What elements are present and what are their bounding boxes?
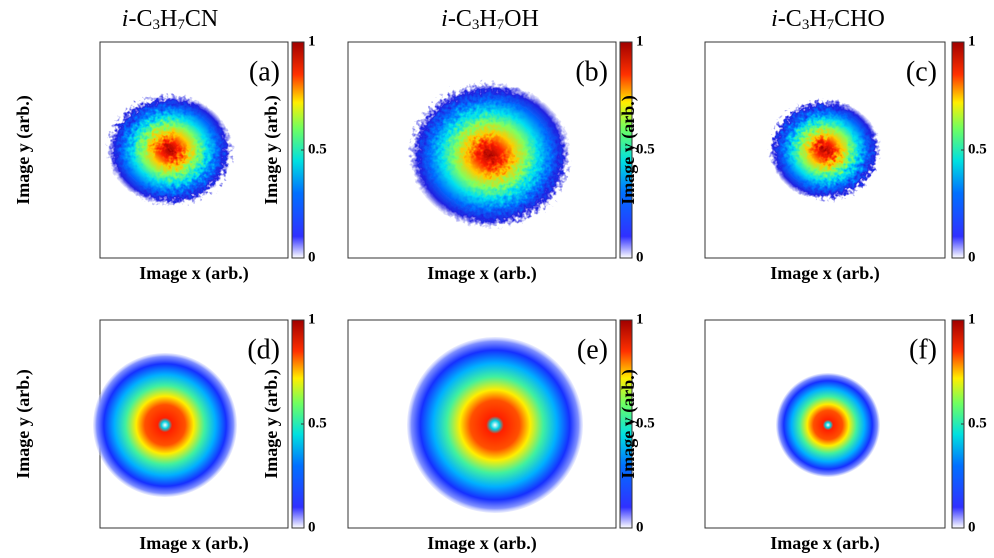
image-rings bbox=[776, 373, 880, 477]
x-axis-label: Image x (arb.) bbox=[139, 263, 248, 284]
colorbar-tick-label: 1 bbox=[308, 311, 316, 327]
axes-frame bbox=[704, 41, 946, 259]
image-blob bbox=[770, 100, 880, 200]
colorbar-tick-label: 0 bbox=[308, 519, 316, 535]
x-axis-label: Image x (arb.) bbox=[427, 263, 536, 284]
colorbar-tick-label: 0 bbox=[636, 519, 644, 535]
colorbar-tick-label: 0 bbox=[968, 249, 976, 265]
panel-label: (a) bbox=[249, 56, 280, 87]
panel-label: (b) bbox=[575, 56, 608, 87]
column-title: i-C3H7CN bbox=[122, 6, 218, 34]
colorbar-tick-label: 1 bbox=[968, 33, 976, 49]
image-rings bbox=[407, 337, 583, 513]
colorbar-tick-label: 0 bbox=[636, 249, 644, 265]
y-axis-label: Image y (arb.) bbox=[618, 369, 639, 478]
x-axis-label: Image x (arb.) bbox=[770, 533, 879, 554]
x-axis-label: Image x (arb.) bbox=[139, 533, 248, 554]
y-axis-label: Image y (arb.) bbox=[13, 95, 34, 204]
x-axis-label: Image x (arb.) bbox=[770, 263, 879, 284]
colorbar-tick-label: 0.5 bbox=[308, 415, 327, 431]
image-blob bbox=[108, 95, 232, 205]
column-title: i-C3H7OH bbox=[441, 6, 539, 34]
y-axis-label: Image y (arb.) bbox=[618, 95, 639, 204]
panel-label: (f) bbox=[909, 334, 937, 365]
y-axis-label: Image y (arb.) bbox=[261, 369, 282, 478]
colorbar-tick-label: 1 bbox=[636, 33, 644, 49]
colorbar-tick-label: 0 bbox=[308, 249, 316, 265]
panel-label: (e) bbox=[577, 334, 608, 365]
colorbar-tick-label: 0.5 bbox=[968, 415, 987, 431]
panel-label: (d) bbox=[247, 334, 280, 365]
colorbar-tick-label: 0.5 bbox=[308, 141, 327, 157]
colorbar-tick-label: 0.5 bbox=[968, 141, 987, 157]
y-axis-label: Image y (arb.) bbox=[13, 369, 34, 478]
x-axis-label: Image x (arb.) bbox=[427, 533, 536, 554]
panel-label: (c) bbox=[906, 56, 937, 87]
colorbar-tick-label: 1 bbox=[308, 33, 316, 49]
y-axis-label: Image y (arb.) bbox=[261, 95, 282, 204]
column-title: i-C3H7CHO bbox=[771, 6, 885, 34]
image-blob bbox=[410, 83, 570, 227]
colorbar-tick-label: 1 bbox=[636, 311, 644, 327]
image-rings bbox=[93, 353, 237, 497]
colorbar-tick-label: 0.5 bbox=[636, 141, 655, 157]
colorbar-tick-label: 1 bbox=[968, 311, 976, 327]
colorbar-tick-label: 0.5 bbox=[636, 415, 655, 431]
colorbar-tick-label: 0 bbox=[968, 519, 976, 535]
